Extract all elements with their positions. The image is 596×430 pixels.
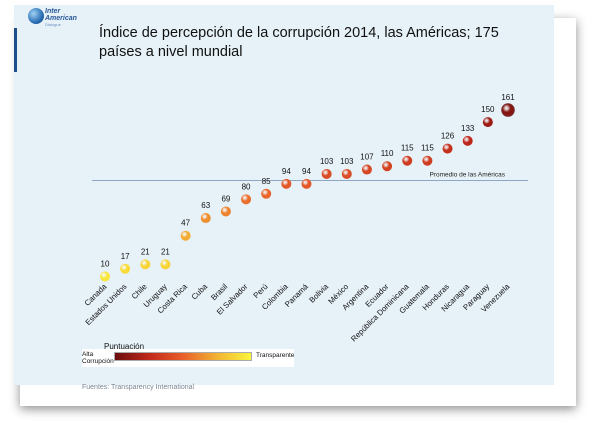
data-label: 115 (401, 144, 414, 153)
data-point (501, 103, 515, 117)
data-point (341, 168, 352, 179)
data-point (140, 259, 151, 270)
data-point (160, 259, 171, 270)
data-label: 126 (441, 132, 455, 141)
data-label: 80 (242, 182, 251, 191)
data-label: 133 (461, 124, 475, 133)
data-point (200, 213, 211, 224)
logo-text-3: Dialogue (45, 22, 61, 27)
globe-icon (28, 8, 44, 24)
data-label: 94 (282, 167, 291, 176)
accent-bar (14, 28, 17, 72)
data-point (281, 178, 292, 189)
data-label: 21 (161, 247, 170, 256)
legend-gradient-bar (114, 352, 252, 361)
reference-line-label: Promedio de las Américas (429, 171, 505, 178)
data-label: 85 (262, 177, 271, 186)
logo-text-2: American (45, 15, 77, 22)
data-label: 21 (141, 247, 150, 256)
data-point (100, 271, 110, 282)
data-point (482, 117, 493, 128)
data-point (261, 188, 272, 199)
data-point (402, 155, 413, 166)
legend-label-transparente: Transparente (256, 352, 295, 359)
data-point (361, 164, 372, 175)
data-point (220, 206, 231, 217)
data-label: 161 (501, 93, 515, 102)
logo: Inter American Dialogue (28, 8, 88, 38)
chart-panel (14, 5, 554, 385)
source-note: Fuentes: Transparency International (82, 384, 195, 391)
data-point (422, 155, 433, 166)
data-point (120, 263, 131, 274)
data-point (180, 230, 191, 241)
data-label: 103 (340, 157, 354, 166)
data-label: 103 (320, 157, 334, 166)
data-label: 115 (421, 144, 434, 153)
category-label: Cuba (190, 282, 210, 302)
data-label: 150 (481, 105, 495, 114)
legend-label-alta: Alta (82, 351, 94, 358)
data-label: 47 (181, 219, 190, 228)
data-point (462, 135, 473, 146)
data-label: 69 (221, 194, 230, 203)
data-point (301, 178, 312, 189)
data-label: 107 (360, 153, 374, 162)
data-label: 63 (201, 201, 210, 210)
chart-title: Índice de percepción de la corrupción 20… (99, 25, 499, 60)
category-label: Panamá (283, 282, 310, 309)
logo-text-1: Inter (45, 8, 61, 15)
data-point (321, 168, 332, 179)
data-label: 94 (302, 167, 311, 176)
data-label: 110 (381, 149, 394, 158)
data-point (241, 194, 252, 205)
legend-label-corrupcion: Corrupción (82, 358, 114, 365)
data-point (442, 143, 453, 154)
data-point (382, 161, 393, 172)
legend-title: Puntuación (104, 342, 145, 351)
data-label: 10 (101, 260, 110, 269)
data-label: 17 (121, 252, 130, 261)
